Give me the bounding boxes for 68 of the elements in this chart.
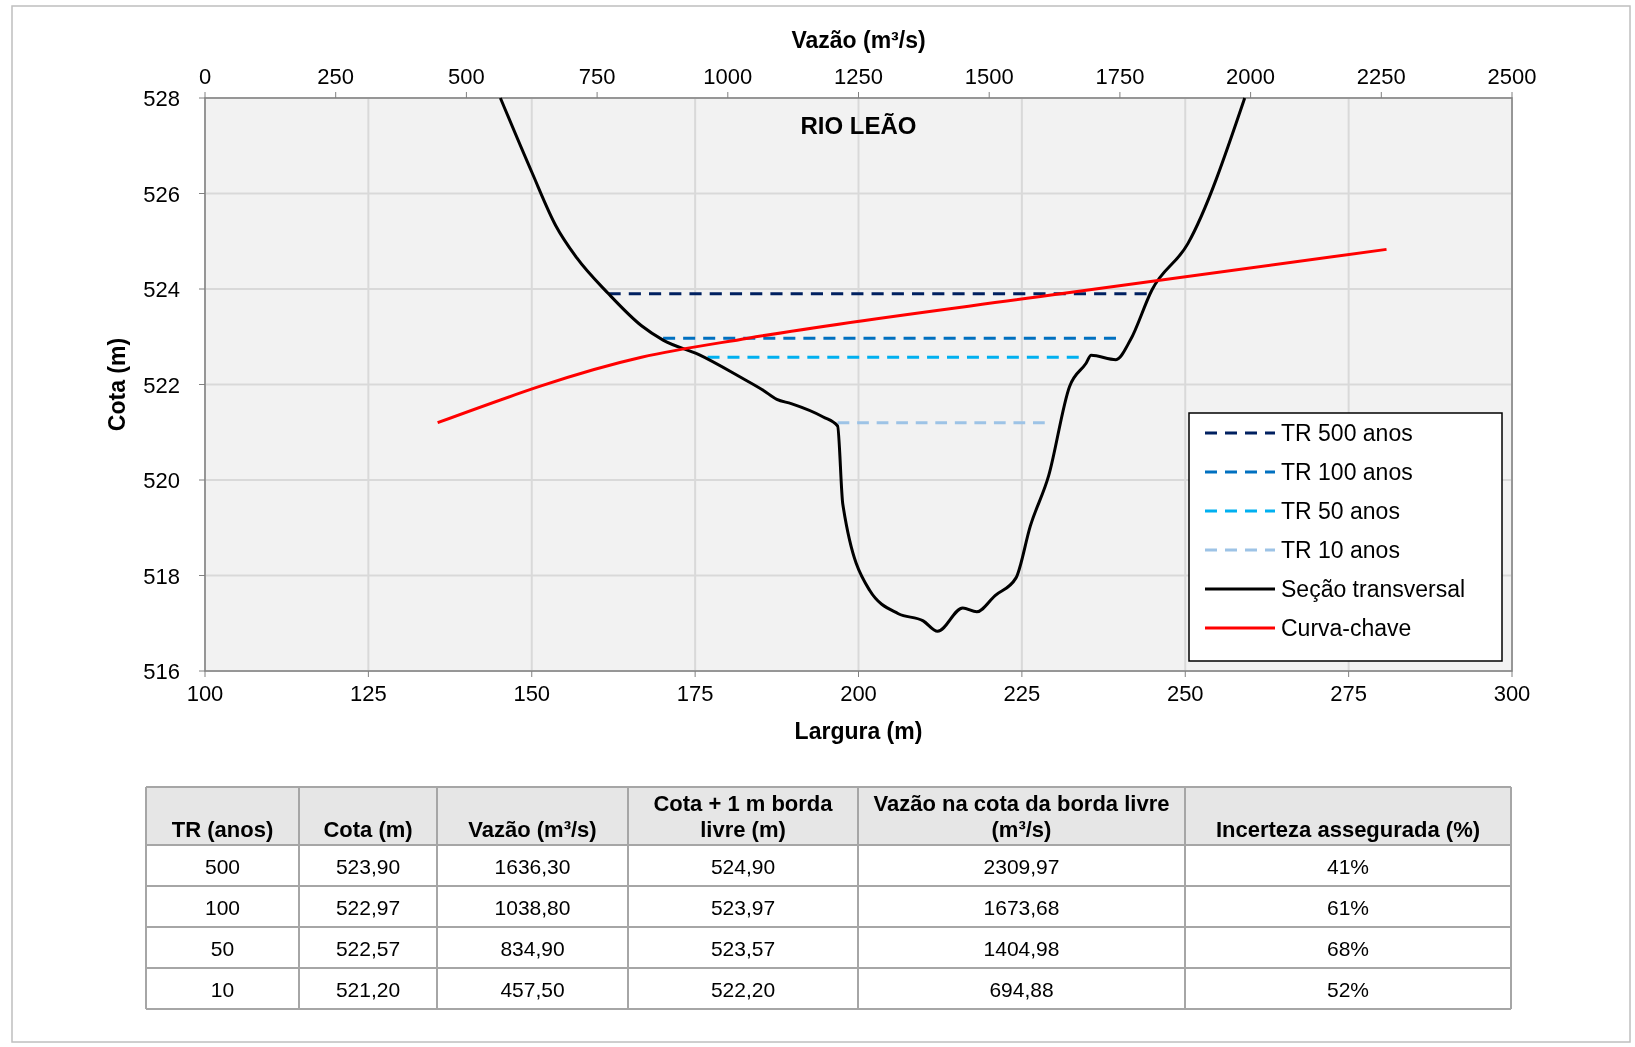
text: 522,20 xyxy=(710,978,776,1001)
category-label: Vazão na cota da borda livre (m³/s) xyxy=(873,791,1170,842)
x-tick-label: 275 xyxy=(1330,681,1367,706)
x2-tick-label: 750 xyxy=(578,64,616,89)
text: 522,57 xyxy=(335,937,401,960)
text: 68% xyxy=(1326,937,1370,960)
x2-axis-title: Vazão (m³/s) xyxy=(791,27,926,53)
legend-label: Seção transversal xyxy=(1281,576,1466,602)
legend-label: TR 50 anos xyxy=(1281,498,1400,524)
y-tick-label: 524 xyxy=(143,277,180,302)
text: 523,90 xyxy=(335,855,401,878)
legend-label: TR 100 anos xyxy=(1281,459,1413,485)
x2-tick-label: 2500 xyxy=(1487,64,1537,89)
x2-tick-label: 1000 xyxy=(703,64,753,89)
text: 524,90 xyxy=(710,855,776,878)
x2-tick-label: 2000 xyxy=(1226,64,1276,89)
text: 457,50 xyxy=(500,978,565,1001)
legend-label: Curva-chave xyxy=(1281,615,1412,641)
text: 50 xyxy=(210,937,235,960)
y-tick-label: 522 xyxy=(143,372,180,398)
legend-label: TR 10 anos xyxy=(1281,537,1400,563)
text: 10 xyxy=(210,978,235,1001)
text: 41% xyxy=(1326,855,1370,878)
category-label: TR (anos) xyxy=(171,817,274,842)
y-tick-label: 518 xyxy=(143,563,180,589)
category-label: Cota (m) xyxy=(323,817,413,842)
text: 100 xyxy=(204,896,241,919)
x-tick-label: 200 xyxy=(840,681,877,706)
x-tick-label: 225 xyxy=(1003,681,1041,706)
x2-tick-label: 1750 xyxy=(1095,64,1145,89)
category-label: Cota + 1 m borda livre (m) xyxy=(653,791,834,842)
text: 2309,97 xyxy=(983,855,1060,878)
x-tick-label: 150 xyxy=(513,681,551,706)
text: 500 xyxy=(204,855,241,878)
x2-tick-label: 1500 xyxy=(964,64,1014,89)
text: 523,97 xyxy=(710,896,776,919)
category-label: Incerteza assegurada (%) xyxy=(1215,817,1481,842)
legend-label: TR 500 anos xyxy=(1281,420,1413,446)
text: RIO LEÃO xyxy=(800,112,917,139)
x-tick-label: 250 xyxy=(1166,681,1204,706)
x2-tick-label: 2250 xyxy=(1356,64,1406,89)
line-series xyxy=(498,96,1247,633)
y-axis-title: Cota (m) xyxy=(104,337,130,432)
y-tick-label: 526 xyxy=(143,181,180,207)
x2-tick-label: 1250 xyxy=(834,64,883,89)
y-tick-label: 520 xyxy=(143,468,180,493)
text: 1404,98 xyxy=(983,937,1060,960)
y-tick-label: 516 xyxy=(143,659,180,684)
x-axis-title: Largura (m) xyxy=(794,718,923,744)
text: 521,20 xyxy=(335,978,401,1001)
text: 52% xyxy=(1326,978,1370,1001)
text: 523,57 xyxy=(710,937,776,960)
x2-tick-label: 250 xyxy=(317,64,355,89)
x-tick-label: 175 xyxy=(676,681,714,706)
text: 834,90 xyxy=(500,937,565,960)
x2-tick-label: 500 xyxy=(448,64,485,89)
x-tick-label: 100 xyxy=(186,681,224,706)
x2-tick-label: 0 xyxy=(198,64,212,89)
text: 1673,68 xyxy=(983,896,1060,919)
category-label: Vazão (m³/s) xyxy=(468,817,597,842)
x-tick-label: 125 xyxy=(350,681,387,706)
text: 1636,30 xyxy=(494,855,571,878)
text: 1038,80 xyxy=(494,896,571,919)
text: 694,88 xyxy=(989,978,1054,1001)
y-tick-label: 528 xyxy=(143,86,180,111)
x-tick-label: 300 xyxy=(1493,681,1531,706)
text: 522,97 xyxy=(335,896,401,919)
text: 61% xyxy=(1326,896,1370,919)
